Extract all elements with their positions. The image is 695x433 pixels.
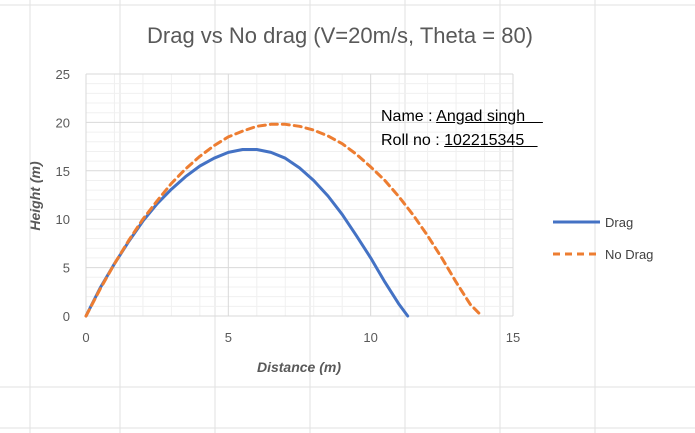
chart-title: Drag vs No drag (V=20m/s, Theta = 80) <box>147 23 533 48</box>
legend-label: Drag <box>605 215 633 230</box>
x-tick-label: 5 <box>225 330 232 345</box>
y-tick-label: 15 <box>56 164 70 179</box>
student-info-textbox[interactable]: Name : Angad singh Roll no : 102215345 <box>381 105 581 153</box>
y-tick-label: 10 <box>56 212 70 227</box>
legend[interactable]: Drag No Drag <box>553 215 653 262</box>
x-tick-label: 10 <box>363 330 377 345</box>
y-axis-title: Height (m) <box>27 161 43 231</box>
name-value: Angad singh <box>436 108 543 125</box>
roll-row: Roll no : 102215345 <box>381 129 581 153</box>
name-row: Name : Angad singh <box>381 105 581 129</box>
name-label: Name : <box>381 108 437 125</box>
y-tick-label: 0 <box>63 309 70 324</box>
plot-area: 0 5 10 15 0 5 10 15 20 25 <box>56 67 521 345</box>
roll-label: Roll no : <box>381 132 445 149</box>
x-axis-title: Distance (m) <box>257 359 341 375</box>
legend-label: No Drag <box>605 247 653 262</box>
y-tick-label: 5 <box>63 261 70 276</box>
x-tick-label: 15 <box>506 330 520 345</box>
series-line-no-drag <box>84 122 484 318</box>
y-tick-label: 25 <box>56 67 70 82</box>
x-tick-label: 0 <box>82 330 89 345</box>
series-line-drag <box>84 148 410 318</box>
roll-value: 102215345 <box>444 132 538 149</box>
y-tick-label: 20 <box>56 115 70 130</box>
